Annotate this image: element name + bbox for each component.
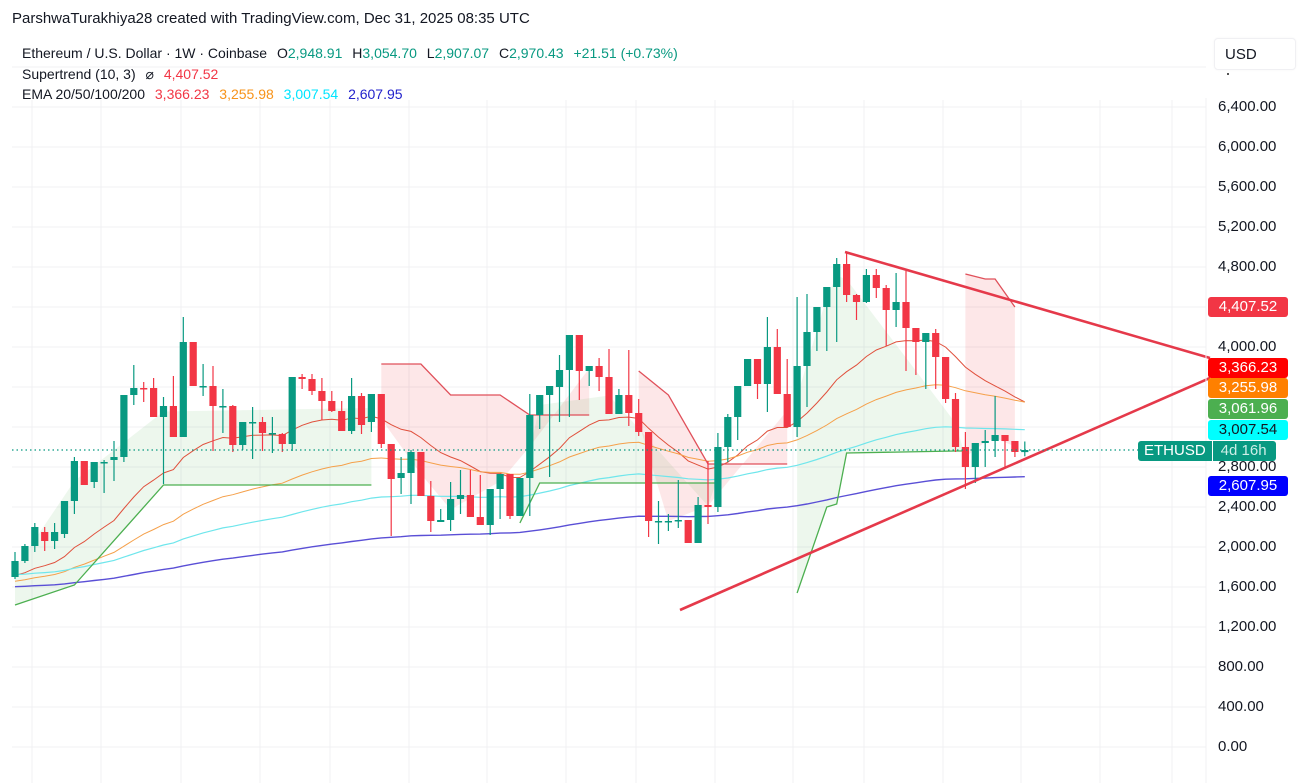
close-value: 2,970.43 xyxy=(509,45,564,61)
price-tick-label: 400.00 xyxy=(1218,698,1264,715)
price-tick-label: 1,600.00 xyxy=(1218,578,1277,595)
price-tick-label: 5,600.00 xyxy=(1218,178,1277,195)
ema50-value: 3,255.98 xyxy=(219,86,274,102)
low-value: 2,907.07 xyxy=(434,45,490,61)
price-tick-label: 2,400.00 xyxy=(1218,498,1277,515)
candlesticks xyxy=(11,253,1029,579)
bar-countdown: 4d 16h xyxy=(1212,441,1276,461)
high-value: 3,054.70 xyxy=(362,45,417,61)
price-tick-label: 0.00 xyxy=(1218,738,1248,755)
indicator-lines xyxy=(14,273,1026,606)
symbol-price-tag: ETHUSD 4d 16h xyxy=(1138,441,1276,461)
price-tick-label: 4,000.00 xyxy=(1218,338,1277,355)
price-tick-label: 2,000.00 xyxy=(1218,538,1277,555)
symbol-title: Ethereum / U.S. Dollar · 1W · Coinbase xyxy=(22,45,268,61)
axis-dot xyxy=(1227,73,1229,75)
ema-label: EMA 20/50/100/200 xyxy=(22,86,145,102)
supertrend-value: 4,407.52 xyxy=(163,65,219,82)
trendlines[interactable] xyxy=(679,250,1211,612)
supertrend-fills xyxy=(15,274,1015,605)
price-tick-label: 2,800.00 xyxy=(1218,458,1277,475)
price-tag: 4,407.52 xyxy=(1208,297,1288,317)
high-label: H xyxy=(352,45,363,61)
currency-button[interactable]: USD xyxy=(1214,38,1296,70)
price-tick-label: 800.00 xyxy=(1218,658,1264,675)
chart-legend: Ethereum / U.S. Dollar · 1W · Coinbase O… xyxy=(22,43,678,105)
price-tick-label: 6,400.00 xyxy=(1218,98,1277,115)
ema200-value: 2,607.95 xyxy=(348,86,403,102)
open-label: O xyxy=(276,45,288,61)
chart-attribution: ParshwaTurakhiya28 created with TradingV… xyxy=(12,10,530,27)
open-value: 2,948.91 xyxy=(287,45,343,61)
change-value: +21.51 (+0.73%) xyxy=(573,45,678,61)
legend-symbol-row[interactable]: Ethereum / U.S. Dollar · 1W · Coinbase O… xyxy=(22,43,678,64)
price-tick-label: 4,800.00 xyxy=(1218,258,1277,275)
supertrend-label: Supertrend (10, 3) xyxy=(22,65,136,82)
price-tick-label: 1,200.00 xyxy=(1218,618,1277,635)
price-tag: 3,061.96 xyxy=(1208,399,1288,419)
price-tag: 3,255.98 xyxy=(1208,378,1288,398)
symbol-tag-label: ETHUSD xyxy=(1138,441,1212,461)
close-label: C xyxy=(498,45,510,61)
legend-ema-row[interactable]: EMA 20/50/100/200 3,366.23 3,255.98 3,00… xyxy=(22,84,678,105)
ema20-value: 3,366.23 xyxy=(154,86,210,102)
low-label: L xyxy=(426,45,435,61)
price-tick-label: 5,200.00 xyxy=(1218,218,1277,235)
legend-supertrend-row[interactable]: Supertrend (10, 3) ⌀ 4,407.52 xyxy=(22,64,678,85)
hidden-eye-icon[interactable]: ⌀ xyxy=(145,65,154,82)
price-tag: 2,607.95 xyxy=(1208,476,1288,496)
price-tag: 3,366.23 xyxy=(1208,358,1288,378)
ema100-value: 3,007.54 xyxy=(283,86,339,102)
price-tick-label: 6,000.00 xyxy=(1218,138,1277,155)
price-tag: 3,007.54 xyxy=(1208,420,1288,440)
